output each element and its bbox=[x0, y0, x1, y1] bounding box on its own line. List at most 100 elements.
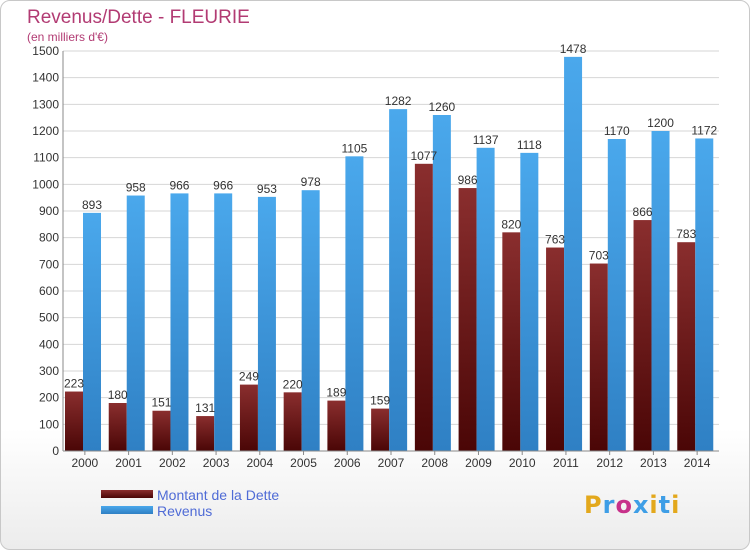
logo-letter: P bbox=[584, 491, 603, 519]
y-tick-label: 700 bbox=[39, 257, 59, 271]
x-tick-label: 2004 bbox=[246, 456, 273, 470]
data-label-dette: 986 bbox=[458, 173, 478, 187]
bar-revenus bbox=[214, 193, 233, 451]
logo-letter: r bbox=[602, 491, 616, 519]
data-label-revenus: 1282 bbox=[385, 94, 412, 108]
axes: 0 100 200 300 400 500 600 700 800 900 1000 1100 1200… bbox=[32, 44, 719, 470]
bar-revenus bbox=[389, 109, 408, 451]
bar-revenus bbox=[651, 131, 670, 451]
x-tick-label: 2002 bbox=[159, 456, 186, 470]
bar-dette bbox=[65, 391, 83, 451]
y-tick-label: 1400 bbox=[32, 71, 59, 85]
legend-swatch-revenus bbox=[101, 506, 153, 514]
y-tick-label: 300 bbox=[39, 364, 59, 378]
bar-dette bbox=[152, 410, 171, 451]
legend-label-dette: Montant de la Dette bbox=[157, 487, 280, 503]
data-label-revenus: 1170 bbox=[604, 124, 630, 138]
bar-revenus bbox=[345, 156, 364, 452]
data-label-dette: 189 bbox=[326, 386, 346, 400]
bar-dette bbox=[633, 220, 652, 451]
x-tick-label: 2001 bbox=[115, 456, 142, 470]
logo-letter: t bbox=[658, 491, 672, 519]
bar-dette bbox=[108, 403, 127, 451]
data-label-dette: 763 bbox=[545, 233, 565, 247]
y-tick-label: 200 bbox=[39, 391, 59, 405]
bar-revenus bbox=[564, 56, 583, 451]
bar-revenus bbox=[695, 138, 714, 451]
y-tick-label: 800 bbox=[39, 231, 59, 245]
data-label-dette: 249 bbox=[239, 370, 259, 384]
x-tick-label: 2003 bbox=[203, 456, 230, 470]
logo-letter: x bbox=[632, 491, 650, 519]
y-tick-label: 500 bbox=[39, 311, 59, 325]
x-tick-label: 2005 bbox=[290, 456, 317, 470]
chart-title: Revenus/Dette - FLEURIE bbox=[27, 7, 250, 28]
x-tick-label: 2013 bbox=[640, 456, 667, 470]
y-tick-label: 1300 bbox=[32, 97, 59, 111]
bar-revenus bbox=[476, 147, 495, 452]
data-label-revenus: 1478 bbox=[560, 42, 587, 56]
bar-dette bbox=[414, 163, 433, 452]
data-label-dette: 151 bbox=[151, 396, 171, 410]
data-label-dette: 1077 bbox=[411, 149, 438, 163]
data-label-dette: 180 bbox=[108, 388, 128, 402]
bar-dette bbox=[239, 384, 258, 451]
data-label-dette: 703 bbox=[589, 249, 609, 263]
legend-swatch-dette bbox=[101, 490, 153, 498]
x-tick-label: 2007 bbox=[378, 456, 405, 470]
data-label-dette: 131 bbox=[195, 401, 215, 415]
y-tick-label: 1100 bbox=[33, 151, 59, 165]
logo-letter: i bbox=[671, 491, 681, 519]
bar-revenus bbox=[432, 115, 451, 451]
bar-dette bbox=[371, 408, 390, 451]
data-label-revenus: 966 bbox=[213, 178, 233, 192]
data-label-revenus: 1260 bbox=[429, 100, 456, 114]
y-tick-label: 100 bbox=[39, 417, 59, 431]
data-label-dette: 820 bbox=[501, 217, 521, 231]
data-label-revenus: 1105 bbox=[341, 141, 367, 155]
bar-dette bbox=[502, 232, 521, 451]
data-label-dette: 220 bbox=[283, 377, 303, 391]
x-tick-label: 2000 bbox=[72, 456, 99, 470]
bar-revenus bbox=[126, 195, 145, 451]
data-label-revenus: 958 bbox=[126, 181, 146, 195]
chart-subtitle: (en milliers d'€) bbox=[27, 30, 108, 44]
bars bbox=[65, 56, 714, 452]
data-label-revenus: 1200 bbox=[647, 116, 674, 130]
x-tick-label: 2006 bbox=[334, 456, 361, 470]
x-tick-label: 2008 bbox=[421, 456, 448, 470]
y-tick-label: 600 bbox=[39, 284, 59, 298]
bar-revenus bbox=[301, 190, 320, 451]
x-tick-label: 2009 bbox=[465, 456, 492, 470]
proxiti-logo: Proxiti bbox=[584, 491, 680, 519]
bar-dette bbox=[546, 247, 565, 451]
bar-revenus bbox=[257, 196, 276, 451]
data-label-revenus: 978 bbox=[301, 175, 321, 189]
bar-dette bbox=[283, 392, 302, 451]
bar-revenus bbox=[607, 139, 626, 451]
logo-letter: i bbox=[649, 491, 659, 519]
x-tick-label: 2014 bbox=[684, 456, 711, 470]
bar-dette bbox=[677, 242, 696, 451]
data-label-dette: 866 bbox=[633, 205, 653, 219]
legend-label-revenus: Revenus bbox=[157, 503, 213, 519]
x-tick-label: 2011 bbox=[553, 456, 579, 470]
data-labels: 223 893 180 958 151 966 131 966 249 953 220 978 189 1… bbox=[64, 42, 718, 415]
data-label-dette: 783 bbox=[676, 227, 696, 241]
data-label-revenus: 1137 bbox=[473, 133, 499, 147]
y-tick-label: 900 bbox=[39, 204, 59, 218]
bar-dette bbox=[327, 400, 346, 451]
logo-letter: o bbox=[615, 491, 633, 519]
bar-dette bbox=[196, 416, 215, 451]
data-label-revenus: 953 bbox=[257, 182, 277, 196]
data-label-revenus: 1172 bbox=[691, 123, 717, 137]
y-tick-label: 1000 bbox=[32, 177, 59, 191]
bar-dette bbox=[589, 263, 608, 451]
y-tick-label: 1200 bbox=[32, 124, 59, 138]
bar-revenus bbox=[520, 152, 539, 451]
data-label-dette: 223 bbox=[64, 377, 84, 391]
x-tick-label: 2012 bbox=[596, 456, 623, 470]
bar-revenus bbox=[170, 193, 189, 451]
